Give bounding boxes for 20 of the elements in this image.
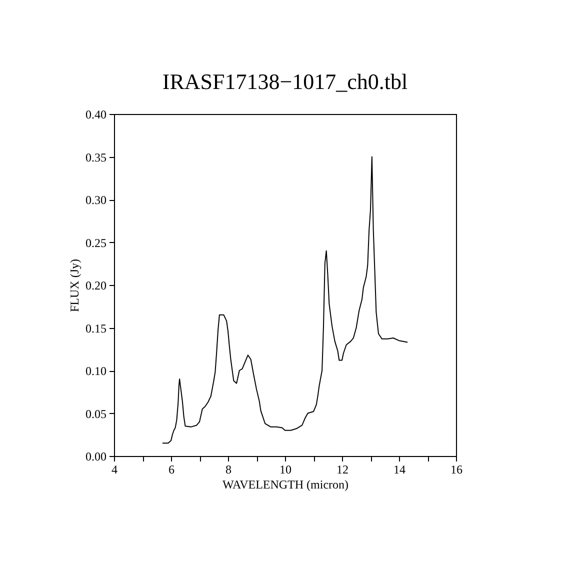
x-tick-label: 8 [226, 462, 232, 476]
x-tick-label: 10 [280, 462, 292, 476]
y-tick-label: 0.20 [86, 278, 106, 292]
y-tick-label: 0.15 [86, 321, 106, 336]
y-tick-label: 0.40 [86, 108, 106, 122]
y-axis-title: FLUX (Jy) [68, 259, 82, 312]
chart-title: IRASF17138−1017_ch0.tbl [162, 69, 408, 94]
x-tick-label: 12 [336, 462, 348, 476]
line-series [162, 156, 408, 444]
y-tick-label: 0.10 [86, 364, 106, 378]
x-axis-title: WAVELENGTH (micron) [222, 478, 349, 492]
x-tick-label: 14 [394, 462, 406, 476]
x-tick-label: 6 [168, 462, 174, 476]
y-tick-label: 0.05 [86, 406, 106, 421]
x-tick-label: 4 [112, 462, 118, 476]
y-tick-label: 0.00 [86, 450, 106, 464]
y-tick-label: 0.25 [86, 236, 106, 250]
y-tick-label: 0.30 [86, 193, 106, 207]
y-tick-label: 0.35 [86, 150, 106, 164]
x-tick-label: 16 [450, 462, 462, 476]
